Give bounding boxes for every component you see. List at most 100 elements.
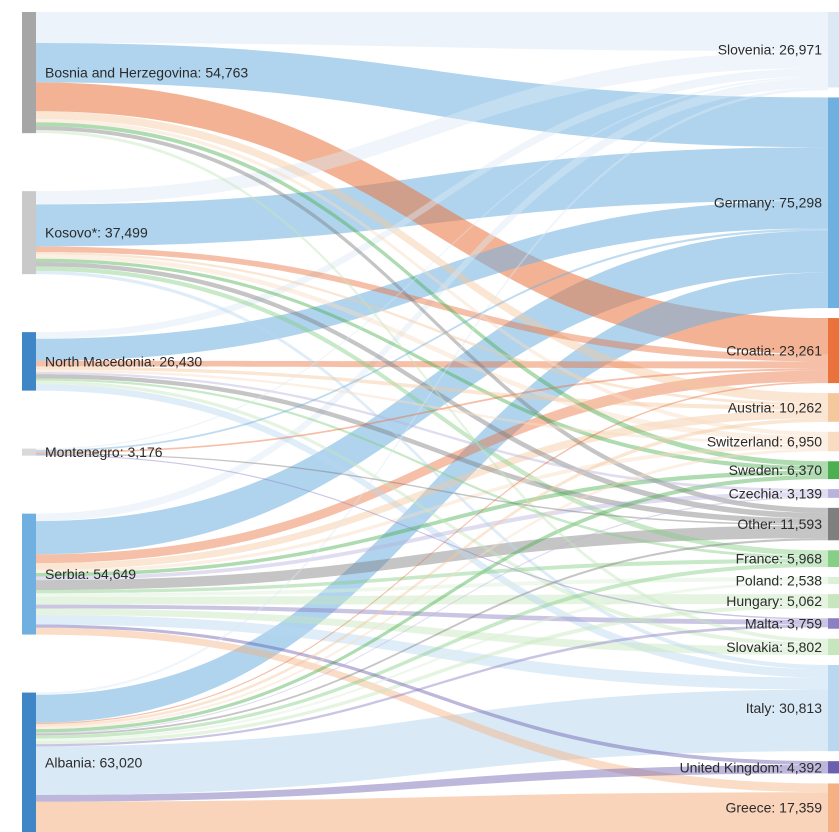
flow-alb-che <box>36 448 828 730</box>
flow-srb-hrv <box>36 370 828 564</box>
flow-kos-hrv <box>36 246 828 362</box>
source-node-alb <box>22 692 36 832</box>
target-label-svn: Slovenia: 26,971 <box>718 42 823 58</box>
flow-mkd-cze <box>36 371 828 492</box>
target-label-oth: Other: 11,593 <box>737 516 822 532</box>
flow-srb-oth <box>36 525 828 591</box>
flow-mne-oth <box>36 453 828 526</box>
flow-srb-hun <box>36 594 828 605</box>
flow-mkd-oth <box>36 374 828 524</box>
flow-bih-svk <box>36 130 828 643</box>
source-label-mkd: North Macedonia: 26,430 <box>45 353 202 369</box>
flow-alb-mlt <box>36 624 828 747</box>
target-node-che <box>828 431 839 452</box>
target-node-cze <box>828 489 839 498</box>
flow-bih-hrv <box>36 82 828 355</box>
target-node-svk <box>828 638 839 655</box>
target-node-ita <box>828 664 839 752</box>
flow-mne-hrv <box>36 368 828 454</box>
flow-bih-aut <box>36 111 828 403</box>
flow-alb-svn <box>36 87 828 695</box>
flow-kos-fra <box>36 266 828 556</box>
flow-kos-che <box>36 254 828 442</box>
flow-kos-deu <box>36 147 828 247</box>
flow-alb-swe <box>36 474 828 733</box>
flow-srb-mlt <box>36 604 828 625</box>
target-label-mlt: Malta: 3,759 <box>745 615 822 631</box>
flow-mkd-aut <box>36 366 828 410</box>
flow-srb-deu <box>36 230 828 555</box>
target-label-swe: Sweden: 6,370 <box>729 462 823 478</box>
source-label-bih: Bosnia and Herzegovina: 54,763 <box>45 65 248 81</box>
flow-mkd-svn <box>36 67 828 339</box>
flow-kos-svn <box>36 51 828 205</box>
source-label-srb: Serbia: 54,649 <box>45 566 136 582</box>
flow-mkd-fra <box>36 378 828 559</box>
target-node-svn <box>828 12 839 88</box>
flow-mne-deu <box>36 228 828 452</box>
flow-mkd-che <box>36 369 828 445</box>
target-node-oth <box>828 507 839 541</box>
flow-alb-ita <box>36 689 828 796</box>
source-node-kos <box>22 191 36 275</box>
source-node-mne <box>22 448 36 456</box>
flow-srb-aut <box>36 409 828 570</box>
flow-srb-cze <box>36 491 828 581</box>
flow-srb-grc <box>36 627 828 793</box>
flow-alb-gbr <box>36 765 828 802</box>
target-label-gbr: United Kingdom: 4,392 <box>680 759 823 775</box>
source-node-mkd <box>22 332 36 391</box>
flow-bih-che <box>36 118 828 437</box>
target-node-aut <box>828 393 839 422</box>
nodes <box>22 12 839 832</box>
target-node-hrv <box>828 318 839 384</box>
flow-alb-deu <box>36 272 828 723</box>
target-node-mlt <box>828 618 839 629</box>
target-label-deu: Germany: 75,298 <box>714 195 822 211</box>
target-label-hrv: Croatia: 23,261 <box>726 343 822 359</box>
flow-srb-ita <box>36 614 828 690</box>
source-label-alb: Albania: 63,020 <box>45 754 143 770</box>
target-node-swe <box>828 461 839 480</box>
source-node-srb <box>22 513 36 635</box>
flow-kos-aut <box>36 252 828 406</box>
target-label-aut: Austria: 10,262 <box>728 399 822 415</box>
flow-srb-swe <box>36 470 828 577</box>
flow-alb-hun <box>36 604 828 745</box>
flow-kos-swe <box>36 258 828 471</box>
flow-links <box>36 12 828 832</box>
flow-bih-deu <box>36 42 828 148</box>
target-label-che: Switzerland: 6,950 <box>707 434 822 450</box>
flow-alb-aut <box>36 418 828 727</box>
source-label-mne: Montenegro: 3,176 <box>45 444 163 460</box>
target-label-hun: Hungary: 5,062 <box>726 593 822 609</box>
node-labels: Bosnia and Herzegovina: 54,763 Kosovo*: 3… <box>45 42 822 816</box>
flow-srb-gbr <box>36 624 828 766</box>
flow-bih-oth <box>36 126 828 513</box>
flow-srb-pol <box>36 576 828 597</box>
target-node-pol <box>828 576 839 585</box>
target-node-deu <box>828 97 839 309</box>
target-label-grc: Greece: 17,359 <box>725 800 822 816</box>
target-label-ita: Italy: 30,813 <box>746 700 822 716</box>
flow-mkd-ita <box>36 383 828 678</box>
flow-srb-che <box>36 444 828 573</box>
target-label-svk: Slovakia: 5,802 <box>726 639 822 655</box>
flow-alb-cze <box>36 496 828 734</box>
flow-srb-svk <box>36 608 828 655</box>
source-label-kos: Kosovo*: 37,499 <box>45 225 148 241</box>
flow-bih-svn <box>36 12 828 52</box>
flow-alb-grc <box>36 792 828 832</box>
flow-mkd-hrv <box>36 360 828 369</box>
flow-mne-mlt <box>36 454 828 620</box>
flow-mkd-svk <box>36 380 828 647</box>
flow-srb-svn <box>36 78 828 522</box>
target-node-fra <box>828 550 839 567</box>
target-label-cze: Czechia: 3,139 <box>729 485 823 501</box>
flow-alb-oth <box>36 538 828 736</box>
target-node-grc <box>828 783 839 832</box>
target-label-fra: France: 5,968 <box>736 551 823 567</box>
flow-alb-pol <box>36 581 828 741</box>
flow-kos-ita <box>36 270 828 670</box>
